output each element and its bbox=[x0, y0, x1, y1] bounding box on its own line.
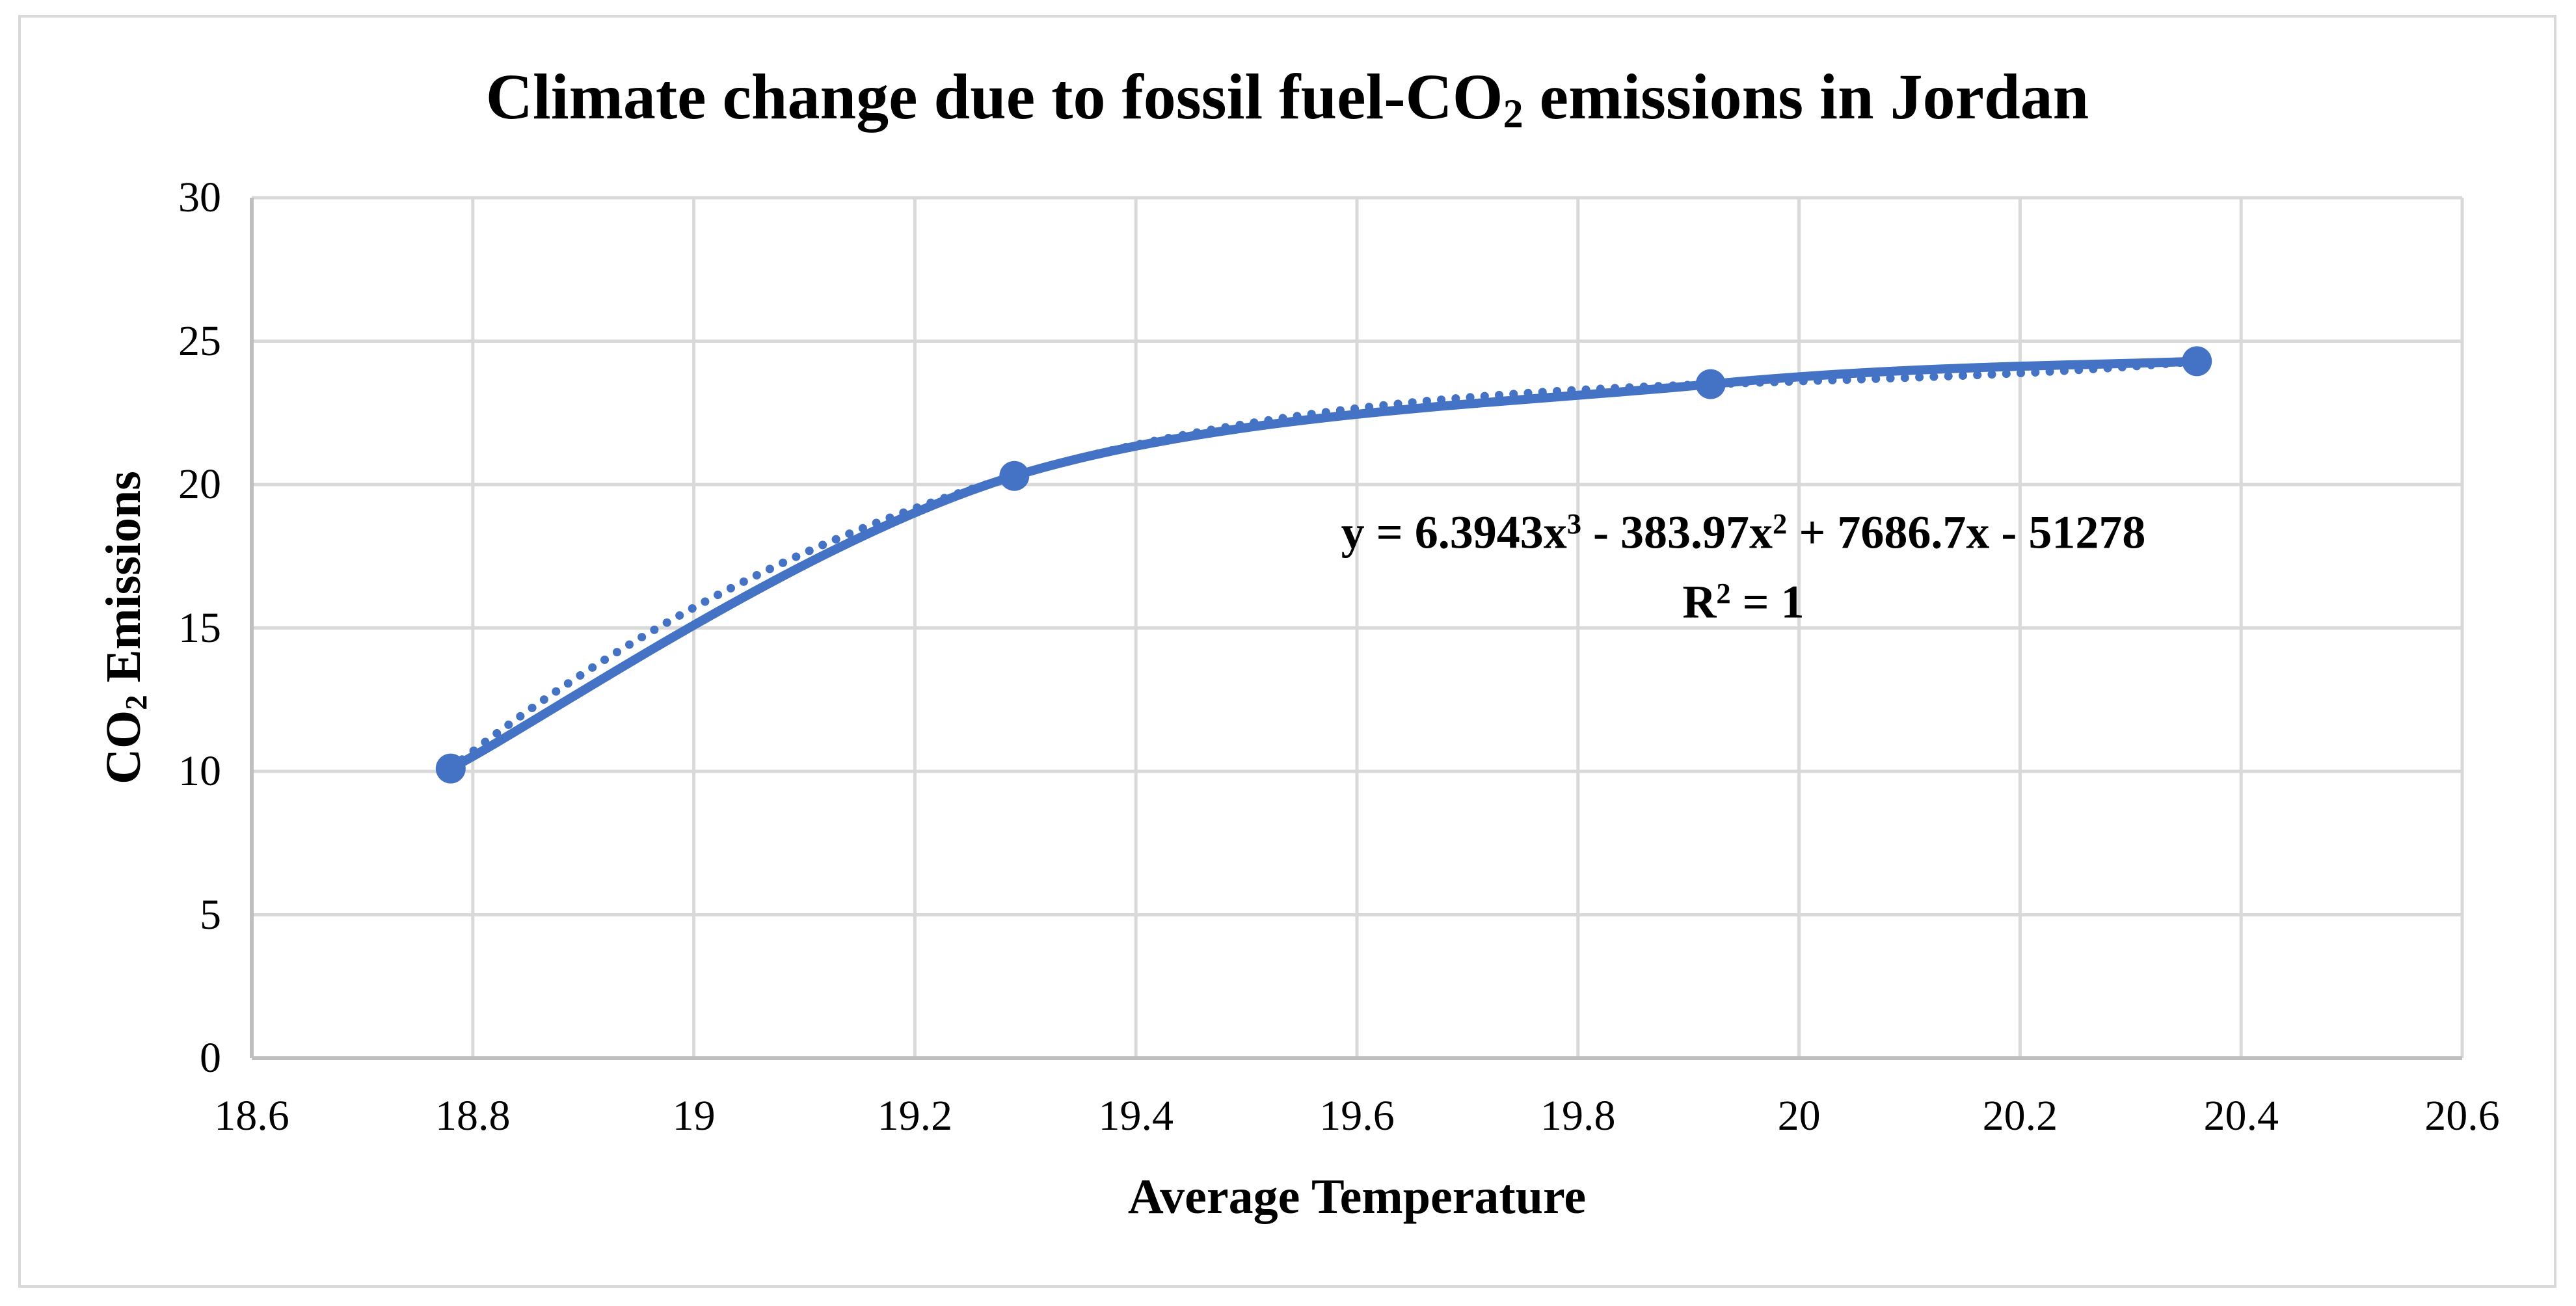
text-segment: - 383.97x bbox=[1581, 506, 1773, 559]
x-tick-label: 20.6 bbox=[2424, 1092, 2500, 1139]
x-tick-label: 19.8 bbox=[1540, 1092, 1616, 1139]
trendline-annotation: y = 6.3943x3 - 383.97x2 + 7686.7x - 5127… bbox=[1223, 493, 2264, 633]
trendline-equation: y = 6.3943x3 - 383.97x2 + 7686.7x - 5127… bbox=[1223, 493, 2264, 563]
y-tick-label: 20 bbox=[178, 460, 221, 508]
text-segment: R bbox=[1682, 576, 1717, 628]
sub-text-segment: 2 bbox=[1503, 92, 1523, 137]
x-tick-label: 20.2 bbox=[1982, 1092, 2058, 1139]
r-squared-value: R2 = 1 bbox=[1223, 563, 2264, 632]
sup-text-segment: 2 bbox=[1773, 507, 1788, 540]
axis-lines bbox=[250, 198, 2462, 1060]
polynomial-trendline bbox=[446, 356, 2201, 773]
data-point-marker bbox=[999, 460, 1030, 491]
text-segment: y = 6.3943x bbox=[1341, 506, 1567, 559]
y-tick-label: 30 bbox=[178, 174, 221, 221]
y-tick-label: 0 bbox=[200, 1034, 221, 1082]
sup-text-segment: 3 bbox=[1566, 507, 1582, 540]
data-point-marker bbox=[435, 753, 466, 784]
text-segment: + 7686.7x - 51278 bbox=[1787, 506, 2146, 559]
x-tick-label: 19 bbox=[672, 1092, 716, 1139]
x-tick-label: 19.4 bbox=[1098, 1092, 1174, 1139]
x-tick-label: 20 bbox=[1777, 1092, 1821, 1139]
x-tick-label: 18.8 bbox=[435, 1092, 511, 1139]
series-line bbox=[446, 356, 2202, 773]
data-point-marker bbox=[1695, 369, 1726, 399]
x-tick-label: 19.2 bbox=[877, 1092, 953, 1139]
sub-text-segment: 2 bbox=[120, 695, 154, 710]
text-segment: emissions in Jordan bbox=[1523, 60, 2089, 133]
x-axis-title: Average Temperature bbox=[1127, 1169, 1587, 1224]
sup-text-segment: 2 bbox=[1716, 577, 1731, 610]
chart-border bbox=[18, 15, 2556, 1288]
x-tick-label: 19.6 bbox=[1319, 1092, 1395, 1139]
x-tick-label: 20.4 bbox=[2203, 1092, 2279, 1139]
x-tick-label: 18.6 bbox=[214, 1092, 289, 1139]
data-curves bbox=[446, 356, 2202, 773]
data-point-marker bbox=[2182, 346, 2212, 377]
text-segment: Climate change due to fossil fuel-CO bbox=[485, 60, 1503, 133]
y-tick-label: 10 bbox=[178, 747, 221, 795]
y-tick-label: 25 bbox=[178, 317, 221, 365]
text-segment: = 1 bbox=[1730, 576, 1805, 628]
chart-title: Climate change due to fossil fuel-CO2 em… bbox=[18, 55, 2556, 157]
data-point-markers bbox=[435, 346, 2212, 784]
y-tick-label: 15 bbox=[178, 604, 221, 652]
y-tick-label: 5 bbox=[200, 890, 221, 939]
